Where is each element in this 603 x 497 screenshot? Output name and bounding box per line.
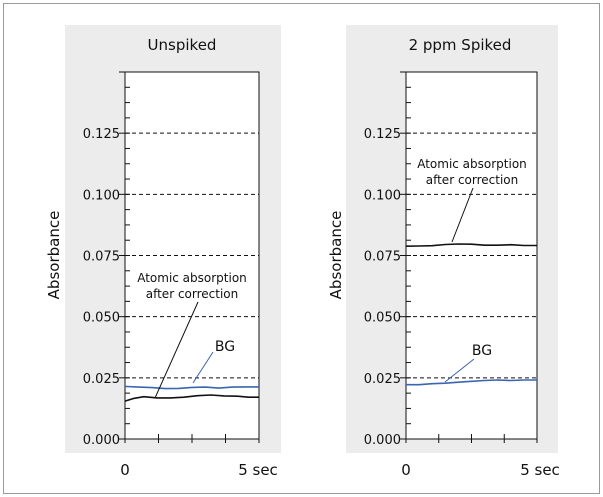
corrected-absorption-line [405,243,537,247]
plot-frame [124,71,260,440]
y-tick-label: 0.100 [364,188,401,203]
y-tick-label: 0.125 [364,127,401,142]
bg-annotation: BG [472,343,492,359]
y-axis-label: Absorbance [327,211,345,300]
y-tick-label: 0.025 [364,372,401,387]
y-tick-label: 0.075 [83,250,120,265]
y-tick-label: 0.075 [364,250,401,265]
x-tick-label: 5 sec [238,461,278,479]
chart-panel-1: Unspiked Absorbance 0.000 0.025 0.050 0.075 0.… [45,25,281,479]
chart-title: Unspiked [148,36,217,54]
bg-series-line [406,379,537,386]
chart-title: 2 ppm Spiked [409,36,512,54]
y-tick-label: 0.050 [364,311,401,326]
bg-leader-line [444,358,475,383]
y-axis-label: Absorbance [45,211,63,300]
corrected-absorption-line [124,394,259,402]
absorption-annotation: after correction [426,173,519,187]
absorption-annotation: Atomic absorption [417,157,527,171]
absorption-annotation: Atomic absorption [137,271,247,285]
bg-annotation: BG [215,339,235,355]
y-tick-label: 0.025 [83,372,120,387]
y-tick-label: 0.125 [83,127,120,142]
x-tick-label: 0 [401,461,411,479]
y-tick-label: 0.000 [83,433,120,448]
y-tick-label: 0.100 [83,188,120,203]
x-tick-label: 5 sec [520,461,560,479]
absorption-leader-line [154,301,199,399]
bg-series-line [124,385,259,390]
bg-leader-line [192,351,214,384]
plot-frame [405,71,538,440]
x-tick-label: 0 [120,461,130,479]
y-tick-label: 0.050 [83,311,120,326]
chart-panel-2: 2 ppm Spiked Absorbance 0.000 0.025 0.050 0.0… [327,25,560,479]
absorption-leader-line [451,187,474,243]
absorption-annotation: after correction [146,287,239,301]
y-tick-label: 0.000 [364,433,401,448]
